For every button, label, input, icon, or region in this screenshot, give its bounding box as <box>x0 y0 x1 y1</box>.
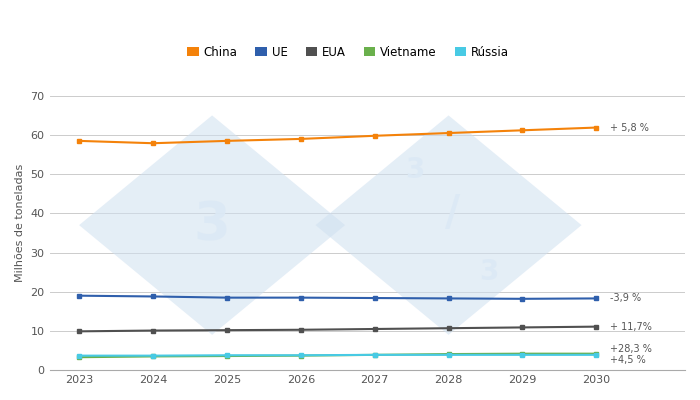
Text: 3: 3 <box>405 156 425 184</box>
Polygon shape <box>79 116 345 335</box>
Text: 3: 3 <box>480 258 499 286</box>
Legend: China, UE, EUA, Vietname, Rússia: China, UE, EUA, Vietname, Rússia <box>183 41 514 64</box>
Text: +28,3 %: +28,3 % <box>610 344 652 354</box>
Text: + 5,8 %: + 5,8 % <box>610 122 648 132</box>
Text: /: / <box>444 192 460 234</box>
Text: +4,5 %: +4,5 % <box>610 354 645 364</box>
Y-axis label: Milhões de toneladas: Milhões de toneladas <box>15 164 25 282</box>
Text: 3: 3 <box>194 199 230 251</box>
Text: + 11,7%: + 11,7% <box>610 322 652 332</box>
Text: -3,9 %: -3,9 % <box>610 294 641 304</box>
Polygon shape <box>316 116 582 335</box>
